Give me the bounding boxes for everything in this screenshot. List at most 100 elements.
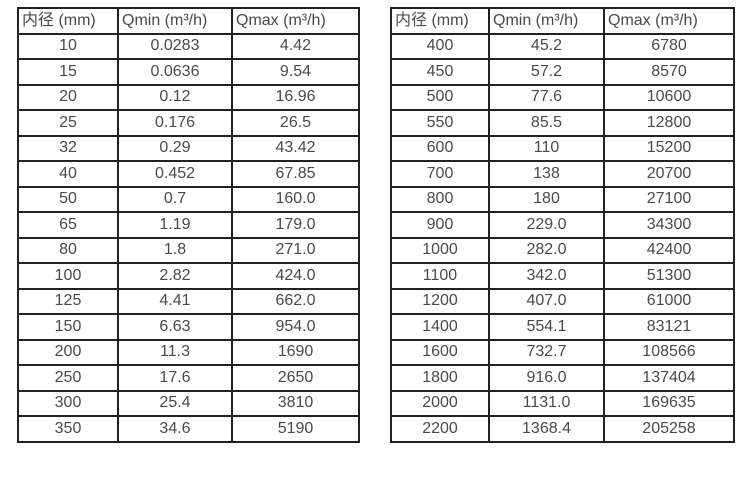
header-qmin: Qmin (m³/h)	[488, 7, 605, 35]
table-cell: 1.8	[117, 236, 233, 264]
table-row: 200 11.3 1690	[17, 338, 360, 366]
table-body: 10 0.0283 4.42 15 0.0636 9.54 20 0.12 16.96 25 0.1…	[17, 32, 360, 443]
header-row: 内径 (mm) Qmin (m³/h) Qmax (m³/h)	[17, 7, 360, 35]
table-row: 2000 1131.0 169635	[390, 389, 735, 417]
header-qmax: Qmax (m³/h)	[231, 7, 360, 35]
table-cell: 12800	[603, 109, 735, 137]
table-cell: 10600	[603, 83, 735, 111]
table-row: 50 0.7 160.0	[17, 185, 360, 213]
flow-table-small-diameters: 内径 (mm) Qmin (m³/h) Qmax (m³/h) 10 0.0283…	[17, 7, 360, 443]
flow-table-large-diameters: 内径 (mm) Qmin (m³/h) Qmax (m³/h) 400 45.2 6…	[390, 7, 735, 443]
table-cell: 150	[17, 313, 119, 341]
table-cell: 160.0	[231, 185, 360, 213]
header-qmax: Qmax (m³/h)	[603, 7, 735, 35]
table-cell: 4.42	[231, 32, 360, 60]
table-cell: 1131.0	[488, 389, 605, 417]
table-cell: 350	[17, 415, 119, 443]
table-row: 450 57.2 8570	[390, 58, 735, 86]
table-row: 300 25.4 3810	[17, 389, 360, 417]
table-row: 65 1.19 179.0	[17, 211, 360, 239]
table-row: 2200 1368.4 205258	[390, 415, 735, 443]
table-cell: 0.12	[117, 83, 233, 111]
table-row: 150 6.63 954.0	[17, 313, 360, 341]
table-row: 1400 554.1 83121	[390, 313, 735, 341]
table-cell: 407.0	[488, 287, 605, 315]
table-cell: 1690	[231, 338, 360, 366]
table-row: 20 0.12 16.96	[17, 83, 360, 111]
table-body: 400 45.2 6780 450 57.2 8570 500 77.6 10600 550 85.…	[390, 32, 735, 443]
table-cell: 1100	[390, 262, 490, 290]
table-cell: 800	[390, 185, 490, 213]
table-cell: 83121	[603, 313, 735, 341]
table-cell: 57.2	[488, 58, 605, 86]
table-cell: 65	[17, 211, 119, 239]
table-cell: 17.6	[117, 364, 233, 392]
table-cell: 9.54	[231, 58, 360, 86]
table-cell: 271.0	[231, 236, 360, 264]
table-cell: 110	[488, 134, 605, 162]
table-cell: 282.0	[488, 236, 605, 264]
table-cell: 10	[17, 32, 119, 60]
table-cell: 1200	[390, 287, 490, 315]
table-row: 400 45.2 6780	[390, 32, 735, 60]
table-cell: 3810	[231, 389, 360, 417]
header-row: 内径 (mm) Qmin (m³/h) Qmax (m³/h)	[390, 7, 735, 35]
table-row: 800 180 27100	[390, 185, 735, 213]
table-cell: 40	[17, 160, 119, 188]
table-row: 1800 916.0 137404	[390, 364, 735, 392]
table-cell: 67.85	[231, 160, 360, 188]
table-header: 内径 (mm) Qmin (m³/h) Qmax (m³/h)	[17, 7, 360, 35]
table-cell: 400	[390, 32, 490, 60]
table-row: 25 0.176 26.5	[17, 109, 360, 137]
table-cell: 8570	[603, 58, 735, 86]
table-row: 40 0.452 67.85	[17, 160, 360, 188]
table-cell: 5190	[231, 415, 360, 443]
table-cell: 1.19	[117, 211, 233, 239]
table-cell: 342.0	[488, 262, 605, 290]
table-cell: 200	[17, 338, 119, 366]
table-cell: 450	[390, 58, 490, 86]
table-cell: 15200	[603, 134, 735, 162]
table-cell: 16.96	[231, 83, 360, 111]
table-cell: 6.63	[117, 313, 233, 341]
table-cell: 77.6	[488, 83, 605, 111]
table-cell: 80	[17, 236, 119, 264]
table-row: 700 138 20700	[390, 160, 735, 188]
table-cell: 1368.4	[488, 415, 605, 443]
table-cell: 550	[390, 109, 490, 137]
table-cell: 6780	[603, 32, 735, 60]
table-cell: 1400	[390, 313, 490, 341]
table-cell: 424.0	[231, 262, 360, 290]
table-cell: 2200	[390, 415, 490, 443]
table-cell: 26.5	[231, 109, 360, 137]
table-row: 10 0.0283 4.42	[17, 32, 360, 60]
table-row: 600 110 15200	[390, 134, 735, 162]
header-qmin: Qmin (m³/h)	[117, 7, 233, 35]
table-cell: 100	[17, 262, 119, 290]
table-cell: 51300	[603, 262, 735, 290]
table-cell: 11.3	[117, 338, 233, 366]
table-cell: 250	[17, 364, 119, 392]
table-cell: 0.29	[117, 134, 233, 162]
table-cell: 25.4	[117, 389, 233, 417]
table-cell: 34.6	[117, 415, 233, 443]
table-cell: 2000	[390, 389, 490, 417]
table-cell: 732.7	[488, 338, 605, 366]
table-cell: 662.0	[231, 287, 360, 315]
table-cell: 25	[17, 109, 119, 137]
table-cell: 1600	[390, 338, 490, 366]
table-cell: 0.176	[117, 109, 233, 137]
table-cell: 43.42	[231, 134, 360, 162]
table-cell: 500	[390, 83, 490, 111]
table-cell: 700	[390, 160, 490, 188]
table-header: 内径 (mm) Qmin (m³/h) Qmax (m³/h)	[390, 7, 735, 35]
table-cell: 0.452	[117, 160, 233, 188]
table-cell: 50	[17, 185, 119, 213]
table-row: 80 1.8 271.0	[17, 236, 360, 264]
table-cell: 300	[17, 389, 119, 417]
table-row: 1000 282.0 42400	[390, 236, 735, 264]
table-cell: 137404	[603, 364, 735, 392]
table-row: 100 2.82 424.0	[17, 262, 360, 290]
table-row: 350 34.6 5190	[17, 415, 360, 443]
